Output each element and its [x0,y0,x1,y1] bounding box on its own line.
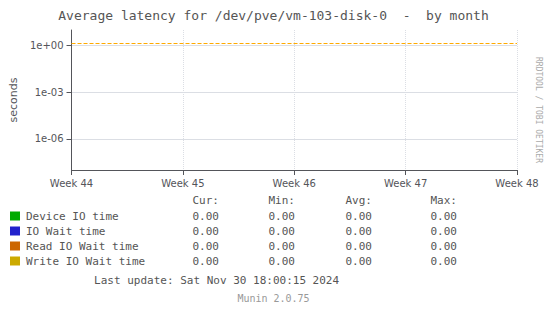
svg-text:0.00: 0.00 [193,255,220,268]
svg-text:0.00: 0.00 [346,210,373,223]
svg-text:seconds: seconds [7,77,20,122]
svg-text:Write IO Wait time: Write IO Wait time [26,255,145,268]
svg-text:Cur:: Cur: [193,194,220,207]
svg-text:Max:: Max: [431,194,458,207]
svg-text:0.00: 0.00 [269,210,296,223]
svg-text:0.00: 0.00 [346,225,373,238]
svg-text:0.00: 0.00 [346,255,373,268]
svg-text:Week 45: Week 45 [161,178,204,189]
svg-text:Last update: Sat Nov 30 18:00:: Last update: Sat Nov 30 18:00:15 2024 [94,274,339,287]
svg-text:0.00: 0.00 [269,255,296,268]
svg-text:1e+00: 1e+00 [30,40,64,51]
svg-text:Read IO Wait time: Read IO Wait time [26,240,139,253]
svg-text:0.00: 0.00 [431,225,458,238]
svg-text:0.00: 0.00 [193,210,220,223]
svg-text:0.00: 0.00 [431,255,458,268]
svg-text:Average latency for /dev/pve/v: Average latency for /dev/pve/vm-103-disk… [58,8,488,23]
svg-text:Week 44: Week 44 [50,178,93,189]
svg-text:0.00: 0.00 [193,240,220,253]
svg-text:1e-03: 1e-03 [35,87,64,98]
svg-text:0.00: 0.00 [269,225,296,238]
svg-text:RRDTOOL / TOBI OETIKER: RRDTOOL / TOBI OETIKER [534,57,543,163]
svg-text:0.00: 0.00 [346,240,373,253]
svg-text:Week 48: Week 48 [495,178,538,189]
svg-text:0.00: 0.00 [269,240,296,253]
svg-text:Avg:: Avg: [346,194,373,207]
svg-text:Week 46: Week 46 [273,178,316,189]
svg-text:0.00: 0.00 [431,240,458,253]
svg-text:Week 47: Week 47 [384,178,427,189]
svg-text:Device IO time: Device IO time [26,210,119,223]
svg-text:1e-06: 1e-06 [35,133,64,144]
svg-text:0.00: 0.00 [431,210,458,223]
svg-text:IO Wait time: IO Wait time [26,225,105,238]
svg-text:Munin 2.0.75: Munin 2.0.75 [237,293,309,304]
svg-text:Min:: Min: [269,194,296,207]
svg-text:0.00: 0.00 [193,225,220,238]
